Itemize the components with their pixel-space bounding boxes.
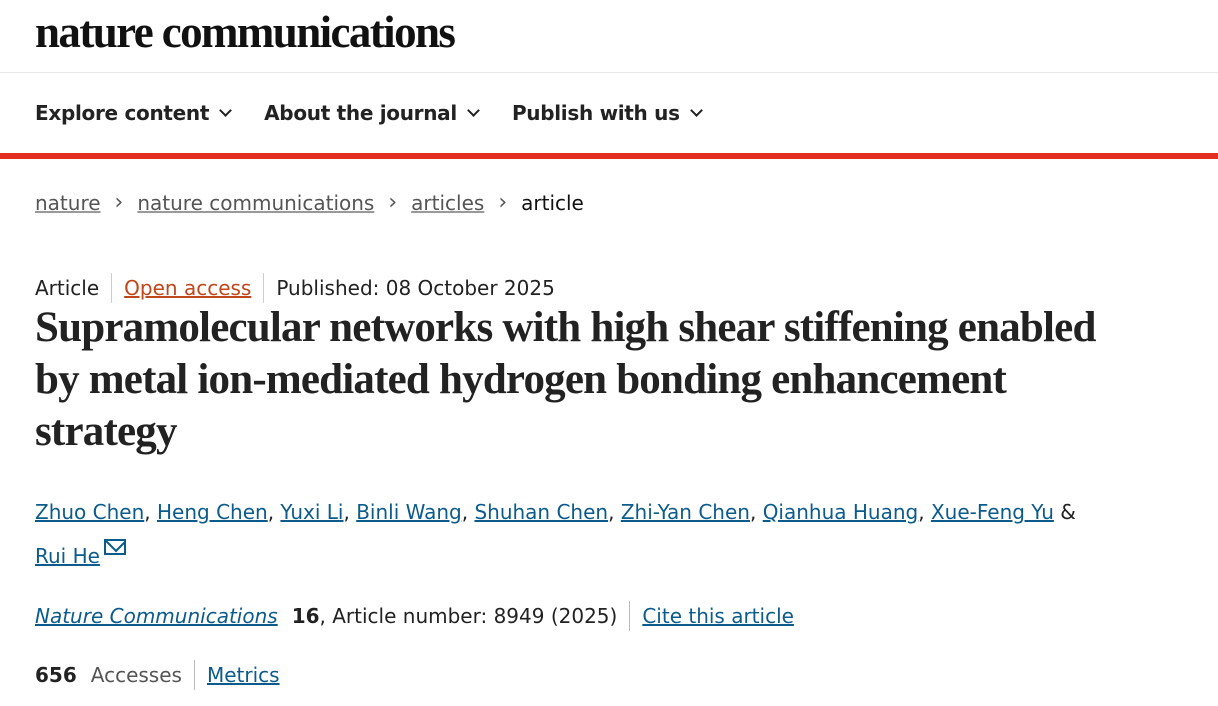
chevron-right-icon: › [114,190,124,215]
author-list: Zhuo Chen, Heng Chen, Yuxi Li, Binli Wan… [35,500,1076,568]
accesses-count: 656 [35,663,77,687]
divider [263,273,265,303]
author-link[interactable]: Yuxi Li [280,500,344,524]
nav-label: Explore content [35,101,210,125]
ampersand: & [1060,500,1076,524]
author-link[interactable]: Zhi-Yan Chen [620,500,750,524]
chevron-down-icon [219,104,232,117]
breadcrumb-nature-communications[interactable]: nature communications [137,190,375,215]
open-access-link[interactable]: Open access [124,276,252,300]
accesses-label: Accesses [90,663,182,687]
journal-link[interactable]: Nature Communications [35,604,278,628]
article-title: Supramolecular networks with high shear … [35,304,1096,455]
breadcrumb-current: article [521,190,584,215]
author-link[interactable]: Xue-Feng Yu [930,500,1054,524]
chevron-down-icon [689,104,703,117]
published-date: Published: 08 October 2025 [276,276,555,300]
envelope-icon[interactable] [103,539,126,555]
author-link[interactable]: Zhuo Chen [35,500,145,524]
header: nature communications [0,0,1218,73]
metrics-link[interactable]: Metrics [206,663,280,687]
article-type: Article [35,276,100,300]
divider [193,660,195,690]
author-link[interactable]: Shuhan Chen [474,500,609,524]
breadcrumb: nature › nature communications › article… [35,190,584,215]
citation-line: Nature Communications 16 , Article numbe… [35,601,794,631]
article-number: , Article number: 8949 (2025) [319,604,618,628]
author-link[interactable]: Qianhua Huang [762,500,919,524]
main-nav: Explore content About the journal Publis… [0,73,1218,153]
nav-label: Publish with us [511,101,680,125]
accent-bar [0,153,1218,159]
divider [111,273,113,303]
nav-publish-with-us[interactable]: Publish with us [511,101,703,125]
nav-about-journal[interactable]: About the journal [264,101,480,125]
author-link-corresponding[interactable]: Rui He [35,544,100,568]
author-link[interactable]: Binli Wang [356,500,462,524]
chevron-right-icon: › [388,190,398,215]
metrics-line: 656 Accesses Metrics [35,660,280,690]
nav-label: About the journal [264,101,457,125]
chevron-right-icon: › [498,190,508,215]
volume: 16 [291,604,320,628]
journal-logo[interactable]: nature communications [35,6,456,57]
nav-explore-content[interactable]: Explore content [35,101,232,125]
chevron-down-icon [467,104,480,117]
breadcrumb-nature[interactable]: nature [35,190,101,215]
breadcrumb-articles[interactable]: articles [411,190,485,215]
cite-this-article-link[interactable]: Cite this article [642,604,794,628]
divider [629,601,631,631]
article-meta: Article Open access Published: 08 Octobe… [35,273,555,303]
author-link[interactable]: Heng Chen [157,500,268,524]
